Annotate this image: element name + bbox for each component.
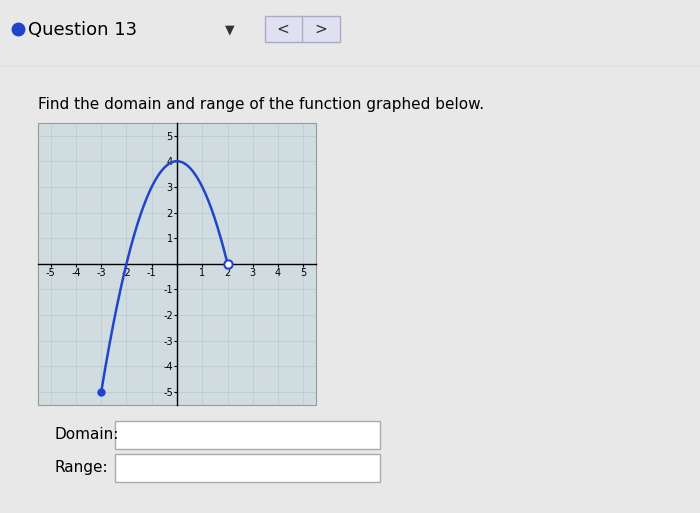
Text: >: >	[314, 22, 328, 36]
Text: Range:: Range:	[55, 461, 108, 476]
Text: <: <	[276, 22, 289, 36]
FancyBboxPatch shape	[265, 16, 340, 42]
FancyBboxPatch shape	[38, 123, 316, 405]
FancyBboxPatch shape	[115, 421, 380, 449]
Text: Find the domain and range of the function graphed below.: Find the domain and range of the functio…	[38, 97, 484, 112]
Text: ▼: ▼	[225, 24, 234, 36]
Text: Question 13: Question 13	[28, 21, 137, 39]
FancyBboxPatch shape	[115, 454, 380, 482]
Text: Domain:: Domain:	[55, 427, 120, 442]
